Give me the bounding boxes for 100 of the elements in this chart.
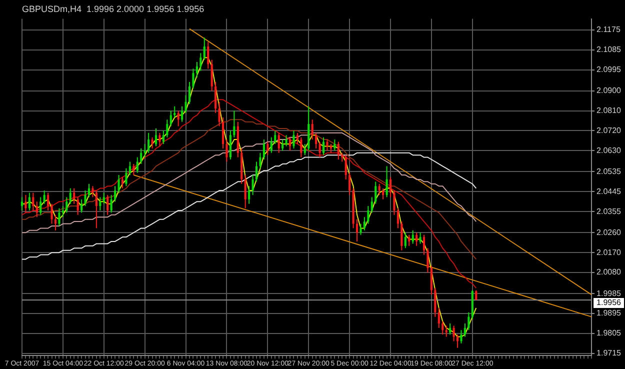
y-tick-label: 2.1175	[596, 25, 621, 34]
candlestick	[40, 196, 42, 216]
candlestick	[110, 194, 112, 214]
candlestick	[203, 37, 206, 60]
candlestick	[226, 139, 228, 162]
candlestick	[66, 196, 68, 214]
candlestick	[400, 221, 403, 251]
candlestick	[289, 136, 292, 152]
candlestick	[393, 190, 396, 216]
candlestick	[434, 288, 436, 318]
candlestick	[374, 181, 377, 204]
candlestick	[95, 190, 98, 229]
candlestick	[416, 232, 418, 246]
candlestick	[363, 216, 366, 231]
candlestick	[58, 208, 60, 226]
candlestick	[300, 136, 302, 158]
candlestick	[356, 218, 358, 242]
candlestick	[378, 183, 380, 196]
y-tick-label: 1.9985	[596, 288, 622, 298]
candlestick	[430, 265, 432, 296]
candlestick	[262, 139, 265, 160]
candlestick	[285, 134, 288, 147]
candlestick	[144, 143, 146, 158]
candlestick	[106, 194, 109, 216]
y-tick-label: 1.9895	[596, 308, 622, 318]
candlestick	[84, 190, 86, 207]
y-tick-label: 2.0355	[596, 206, 622, 216]
candlestick	[76, 196, 79, 216]
candlestick	[315, 132, 318, 149]
candlestick	[426, 248, 429, 274]
candlestick	[452, 325, 455, 342]
candlestick	[229, 130, 232, 160]
y-tick-label: 2.0535	[596, 166, 622, 176]
y-tick-label: 2.0720	[596, 126, 622, 135]
candlestick	[166, 119, 168, 138]
candlestick	[274, 130, 276, 144]
candlestick	[348, 172, 351, 196]
candlestick	[207, 42, 210, 70]
candlestick	[390, 176, 392, 198]
candlestick	[136, 156, 138, 174]
candlestick	[468, 312, 470, 331]
chart-title: GBPUSDm,H4 1.9996 2.0000 1.9956 1.9956	[22, 4, 204, 14]
candlestick	[73, 188, 76, 204]
candlestick	[304, 143, 306, 156]
candlestick	[367, 206, 370, 224]
y-tick-label: 2.0260	[596, 228, 622, 237]
candlestick	[158, 132, 161, 147]
candlestick	[118, 174, 120, 194]
candlestick	[151, 136, 154, 149]
candlestick	[438, 307, 440, 328]
candlestick	[69, 188, 72, 204]
candlestick	[50, 203, 53, 224]
candlestick	[32, 192, 34, 211]
candlestick	[419, 232, 422, 244]
candlestick	[255, 161, 258, 182]
candlestick	[344, 154, 347, 180]
candlestick	[442, 320, 444, 336]
candlestick	[337, 141, 340, 160]
candlestick	[292, 130, 295, 149]
y-tick-label: 1.9805	[596, 328, 622, 338]
candlestick	[121, 176, 124, 189]
candlestick	[214, 81, 217, 114]
y-tick-label: 2.0170	[596, 248, 622, 257]
candlestick	[311, 119, 314, 140]
candlestick	[196, 62, 198, 78]
candlestick	[218, 101, 220, 127]
y-tick-label: 2.0810	[596, 106, 622, 115]
candlestick	[192, 68, 194, 90]
candlestick	[259, 152, 262, 169]
candlestick	[244, 174, 246, 209]
candlestick	[125, 168, 128, 187]
candlestick	[99, 196, 102, 211]
candlestick	[270, 136, 272, 154]
candlestick	[80, 198, 83, 214]
candlestick	[423, 234, 426, 256]
candlestick	[460, 330, 462, 344]
candlestick	[170, 110, 172, 127]
candlestick	[334, 139, 336, 152]
candlestick	[128, 161, 131, 176]
candlestick	[386, 166, 388, 198]
candlestick	[28, 192, 30, 211]
candlestick	[408, 234, 410, 246]
y-tick-label: 2.0080	[596, 268, 622, 277]
candlestick	[248, 186, 250, 204]
candlestick	[445, 325, 448, 338]
candlestick	[252, 174, 254, 196]
candlestick	[154, 128, 158, 147]
candlestick	[266, 141, 269, 156]
candlestick	[318, 141, 321, 158]
candlestick	[396, 208, 399, 229]
candlestick	[464, 322, 466, 338]
candlestick	[54, 214, 57, 231]
candlestick	[326, 139, 328, 152]
candlestick	[233, 110, 236, 138]
candlestick	[282, 139, 284, 152]
y-tick-label: 2.0630	[596, 146, 622, 155]
candlestick	[360, 223, 362, 236]
candlestick	[177, 110, 180, 127]
candlestick	[148, 132, 150, 154]
candlestick	[412, 230, 414, 244]
